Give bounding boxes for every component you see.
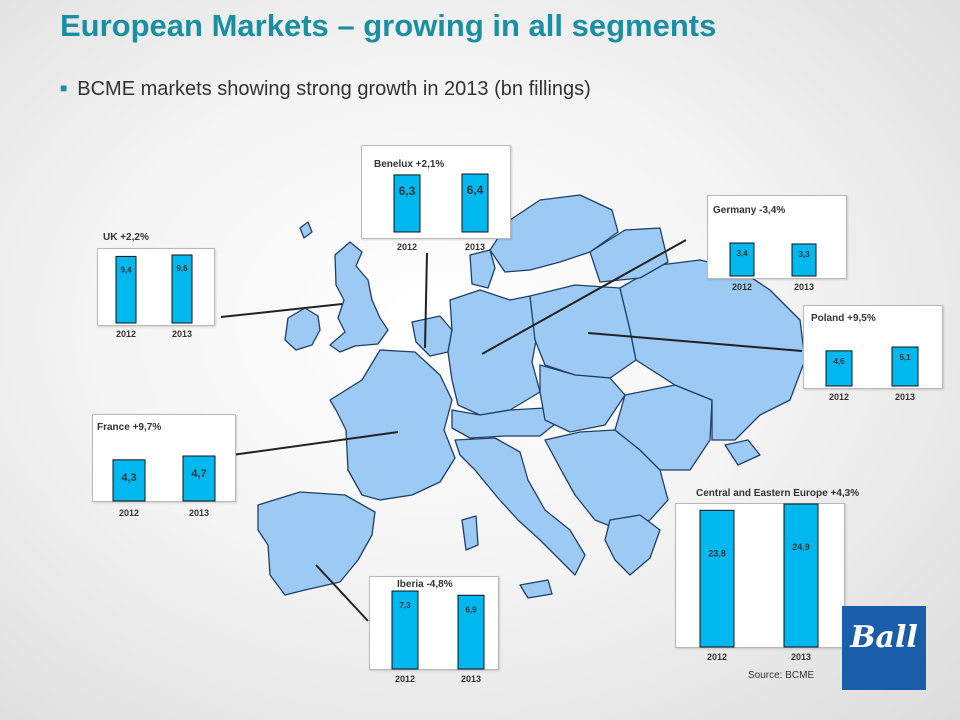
bullet-square-icon: ■ — [60, 81, 68, 95]
germany-bar-2013 — [791, 243, 817, 277]
map-germany — [447, 289, 541, 416]
cee-value-label-2012: 23,8 — [708, 548, 726, 558]
map-crimea — [724, 439, 761, 466]
benelux-value-label-2012: 6,3 — [399, 184, 416, 198]
map-iberia — [257, 491, 376, 596]
iberia-value-label-2013: 6,9 — [465, 605, 477, 614]
source-note: Source: BCME — [748, 670, 815, 681]
map-shetland — [299, 221, 313, 239]
france-value-label-2013: 4,7 — [191, 468, 206, 480]
benelux-bar-2013 — [461, 173, 489, 233]
france-chart: 4,3 2012 4,7 2013 — [112, 455, 216, 518]
leader-benelux — [424, 252, 428, 349]
iberia-bar-2012 — [391, 590, 419, 670]
uk-bar-2013 — [171, 254, 193, 324]
benelux-category-label-2013: 2013 — [465, 242, 485, 252]
germany-category-label-2013: 2013 — [794, 282, 814, 292]
iberia-category-label-2013: 2013 — [461, 674, 481, 684]
bullet-text: BCME markets showing strong growth in 20… — [77, 78, 591, 100]
slide-bullet: ■ BCME markets showing strong growth in 2… — [60, 78, 591, 101]
map-scandinavia — [489, 194, 619, 273]
map-italy — [454, 437, 586, 576]
benelux-category-label-2012: 2012 — [397, 242, 417, 252]
iberia-value-label-2012: 7,3 — [399, 601, 411, 610]
map-denmark — [469, 249, 496, 289]
map-benelux — [411, 315, 453, 357]
iberia-chart-title: Iberia -4,8% — [397, 579, 453, 590]
benelux-chart-panel: Benelux +2,1% 6,3 2012 6,4 2013 — [361, 145, 511, 252]
cee-chart: 23,8 2012 24,9 2013 — [699, 503, 819, 662]
iberia-chart: 7,3 2012 6,9 2013 — [391, 590, 485, 684]
france-bar-2013 — [182, 455, 216, 502]
cee-category-label-2013: 2013 — [791, 652, 811, 662]
cee-chart-panel: Central and Eastern Europe +4,3% 23,8 201… — [675, 488, 859, 662]
ball-logo: Ball — [842, 606, 926, 690]
map-central-eu — [539, 364, 626, 433]
benelux-chart-title: Benelux +2,1% — [374, 159, 445, 170]
uk-chart-title: UK +2,2% — [103, 232, 149, 243]
poland-value-label-2012: 4,6 — [833, 357, 845, 366]
poland-chart-title: Poland +9,5% — [811, 313, 876, 324]
map-baltics — [589, 227, 669, 283]
france-chart-title: France +9,7% — [97, 422, 162, 433]
leader-france — [231, 431, 399, 456]
ball-logo-text: Ball — [850, 620, 918, 655]
poland-bar-2012 — [825, 350, 853, 387]
benelux-chart: 6,3 2012 6,4 2013 — [393, 173, 489, 252]
iberia-chart-panel: Iberia -4,8% 7,3 2012 6,9 2013 — [369, 576, 499, 684]
germany-chart: 3,4 2012 3,3 2013 — [729, 242, 817, 292]
leader-uk — [220, 303, 343, 318]
cee-category-label-2012: 2012 — [707, 652, 727, 662]
iberia-bar-2013 — [457, 594, 485, 670]
map-alps — [451, 407, 561, 439]
map-greece — [604, 514, 661, 576]
map-great-britain — [329, 241, 389, 353]
poland-bar-2013 — [891, 346, 919, 387]
map-sicily — [519, 579, 553, 599]
iberia-category-label-2012: 2012 — [395, 674, 415, 684]
map-france — [329, 349, 456, 501]
germany-bar-2012 — [729, 242, 755, 277]
uk-value-label-2012: 9,4 — [120, 265, 132, 274]
uk-chart-panel: UK +2,2% 9,4 2012 9,6 2013 — [97, 232, 215, 339]
leader-germany — [481, 239, 687, 355]
germany-chart-title: Germany -3,4% — [713, 205, 786, 216]
cee-bar-2013 — [783, 503, 819, 648]
cee-chart-title: Central and Eastern Europe +4,3% — [696, 488, 860, 499]
poland-value-label-2013: 5,1 — [899, 353, 911, 362]
germany-category-label-2012: 2012 — [732, 282, 752, 292]
poland-chart: 4,6 2012 5,1 2013 — [825, 346, 919, 402]
cee-value-label-2013: 24,9 — [792, 542, 810, 552]
cee-bar-2012 — [699, 509, 735, 648]
slide-title: European Markets – growing in all segmen… — [60, 8, 717, 43]
leader-poland — [587, 332, 803, 352]
uk-value-label-2013: 9,6 — [176, 264, 188, 273]
germany-value-label-2013: 3,3 — [798, 250, 810, 259]
map-balkans — [544, 429, 669, 531]
uk-category-label-2012: 2012 — [116, 329, 136, 339]
germany-chart-panel: Germany -3,4% 3,4 2012 3,3 2013 — [707, 195, 847, 292]
poland-category-label-2012: 2012 — [829, 392, 849, 402]
poland-category-label-2013: 2013 — [895, 392, 915, 402]
leader-iberia — [315, 564, 369, 622]
germany-value-label-2012: 3,4 — [736, 249, 748, 258]
uk-bar-2012 — [115, 255, 137, 324]
benelux-bar-2012 — [393, 174, 421, 233]
france-bar-2012 — [112, 459, 146, 502]
map-ireland — [284, 307, 321, 351]
benelux-value-label-2013: 6,4 — [467, 183, 484, 197]
france-category-label-2012: 2012 — [119, 508, 139, 518]
poland-chart-panel: Poland +9,5% 4,6 2012 5,1 2013 — [803, 305, 943, 402]
map-poland — [529, 284, 637, 379]
france-value-label-2012: 4,3 — [121, 472, 136, 484]
france-category-label-2013: 2013 — [189, 508, 209, 518]
france-chart-panel: France +9,7% 4,3 2012 4,7 2013 — [92, 414, 236, 518]
uk-category-label-2013: 2013 — [172, 329, 192, 339]
uk-chart: 9,4 2012 9,6 2013 — [115, 254, 193, 339]
map-sardinia — [461, 515, 479, 551]
